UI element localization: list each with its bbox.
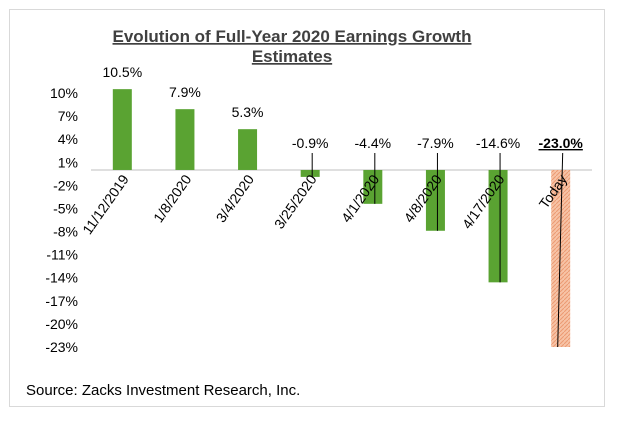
y-tick-label: -14% bbox=[45, 270, 78, 286]
y-tick-label: 10% bbox=[50, 85, 78, 101]
bar bbox=[175, 109, 195, 170]
x-tick-label: 1/8/2020 bbox=[150, 171, 194, 225]
bar bbox=[112, 89, 132, 170]
y-tick-label: 4% bbox=[58, 131, 78, 147]
plot-area: 10% 7% 4% 1% -2% -5% -8% -11% -14% -17% -20% -23% 10… bbox=[45, 64, 592, 355]
chart-title-line-1: Evolution of Full-Year 2020 Earnings Gro… bbox=[113, 27, 472, 46]
data-label: -14.6% bbox=[476, 135, 520, 151]
y-tick-label: 1% bbox=[58, 154, 78, 170]
data-label: -7.9% bbox=[417, 135, 454, 151]
y-tick-label: -23% bbox=[45, 339, 78, 355]
y-tick-label: -5% bbox=[53, 200, 78, 216]
x-tick-label: 3/25/2020 bbox=[271, 171, 320, 231]
chart-title-line-2: Estimates bbox=[252, 47, 332, 66]
data-label: 10.5% bbox=[102, 64, 142, 80]
bar bbox=[363, 169, 383, 204]
bar bbox=[425, 169, 445, 231]
y-tick-label: -2% bbox=[53, 177, 78, 193]
y-tick-label: -11% bbox=[46, 247, 78, 263]
bar bbox=[300, 169, 320, 177]
data-label: -4.4% bbox=[355, 135, 392, 151]
bar bbox=[238, 129, 258, 170]
data-label: 7.9% bbox=[169, 84, 201, 100]
data-label: -0.9% bbox=[292, 135, 329, 151]
data-label: 5.3% bbox=[232, 104, 264, 120]
y-tick-label: -17% bbox=[45, 293, 78, 309]
x-tick-label: 11/12/2019 bbox=[79, 171, 132, 237]
data-label: -23.0% bbox=[539, 135, 584, 151]
y-tick-label: -20% bbox=[45, 316, 78, 332]
bar bbox=[551, 169, 571, 347]
y-tick-label: -8% bbox=[53, 224, 78, 240]
x-tick-label: 3/4/2020 bbox=[213, 171, 257, 225]
y-tick-label: 7% bbox=[58, 108, 78, 124]
source-note: Source: Zacks Investment Research, Inc. bbox=[26, 382, 300, 399]
leader-line bbox=[557, 152, 564, 348]
bar bbox=[488, 169, 508, 283]
